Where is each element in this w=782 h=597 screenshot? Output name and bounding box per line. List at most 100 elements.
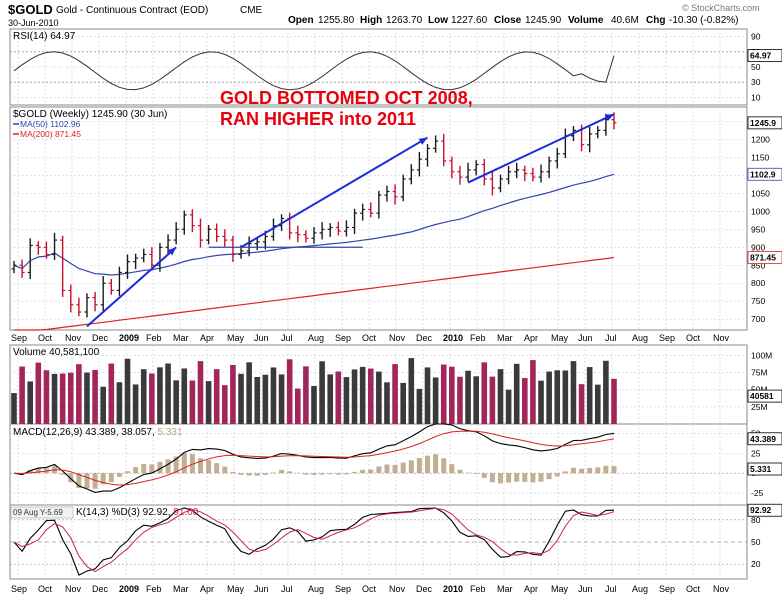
macd-hist-22 [189, 453, 195, 474]
x-tick-bottom-12: Sep [335, 584, 351, 594]
x-tick-bottom-23: Aug [632, 584, 648, 594]
macd-hist-2 [27, 470, 33, 474]
volume-bar-54 [449, 366, 455, 424]
sto-tick-1: 50 [751, 537, 761, 547]
macd-hist-62 [514, 473, 520, 482]
x-tick-bottom-7: Apr [200, 584, 214, 594]
x-tick-bottom-19: Apr [524, 584, 538, 594]
macd-hist-16 [141, 463, 147, 474]
volume-bar-49 [408, 358, 415, 424]
macd-hist-28 [238, 473, 244, 475]
vol-tick-3: 25M [751, 402, 768, 412]
macd-hist-29 [246, 473, 252, 476]
x-tick-top-8: May [227, 333, 245, 343]
macd-hist-67 [554, 473, 560, 477]
sto-tick-0: 80 [751, 515, 761, 525]
sto-date-overlay: 09 Aug Y-5.69 [13, 508, 63, 517]
volume-bar-10 [92, 369, 98, 424]
macd-hist-30 [254, 473, 260, 476]
macd-hist-64 [530, 473, 536, 483]
header-high-label: High [360, 15, 382, 26]
volume-bar-18 [157, 367, 163, 424]
macd-hist-43 [360, 469, 366, 474]
macd-hist-15 [133, 467, 139, 474]
price-tick-2: 1150 [751, 152, 770, 162]
macd-hist-6 [60, 473, 66, 475]
vol-tag: 40581 [750, 391, 774, 401]
rsi-tag: 64.97 [750, 51, 772, 61]
sto-tag-box [747, 503, 782, 517]
x-tick-bottom-13: Oct [362, 584, 377, 594]
rsi-tick-0: 90 [751, 32, 761, 42]
price-tick-5: 1000 [751, 206, 770, 216]
macd-hist-44 [368, 469, 374, 474]
macd-hist-56 [465, 472, 471, 474]
macd-hist-25 [214, 463, 220, 474]
x-tick-top-4: 2009 [119, 333, 139, 343]
macd-tick-1: 25 [751, 448, 761, 458]
rsi-tick-2: 50 [751, 62, 761, 72]
x-tick-bottom-25: Oct [686, 584, 701, 594]
macd-hist-47 [392, 464, 398, 474]
x-tick-top-10: Jul [281, 333, 293, 343]
volume-bar-16 [140, 369, 147, 424]
x-tick-top-20: May [551, 333, 569, 343]
volume-bar-74 [611, 378, 617, 424]
volume-bar-57 [473, 376, 479, 424]
x-tick-top-7: Apr [200, 333, 214, 343]
macd-hist-74 [611, 466, 617, 474]
header-name: Gold - Continuous Contract (EOD) [56, 5, 208, 16]
sto-label: K(14,3) %D(3) 92.92, 91.00 [76, 507, 199, 518]
rsi-tick-4: 10 [751, 92, 761, 102]
macd-hist-41 [343, 473, 349, 475]
macd-hist-9 [84, 473, 90, 489]
ma50-line [13, 173, 615, 276]
macd-hist-36 [303, 473, 309, 475]
volume-bar-38 [319, 361, 325, 424]
macd-hist-66 [546, 473, 552, 480]
macd-tagbox-0 [747, 432, 782, 446]
x-tick-top-2: Nov [65, 333, 82, 343]
volume-bar-67 [554, 370, 561, 424]
volume-bar-14 [124, 358, 131, 424]
x-tick-bottom-26: Nov [713, 584, 730, 594]
vol-tick-2: 50M [751, 385, 768, 395]
trend-arrow-2-head [418, 137, 428, 145]
x-tick-bottom-17: Feb [470, 584, 486, 594]
macd-hist-39 [327, 473, 333, 475]
volume-bar-20 [173, 380, 179, 424]
macd-hist-51 [425, 455, 431, 474]
volume-bar-66 [546, 371, 552, 424]
macd-hist-19 [165, 459, 171, 474]
price-last-tag-box [747, 116, 782, 130]
macd-hist-18 [157, 461, 163, 474]
volume-bar-8 [76, 364, 82, 424]
macd-label: MACD(12,26,9) 43.389, 38.057, 5.331 [13, 427, 183, 438]
header-low-label: Low [428, 15, 448, 26]
macd-hist-8 [76, 473, 82, 489]
macd-hist-23 [197, 458, 203, 474]
rsi-tick-3: 30 [751, 77, 761, 87]
volume-bar-56 [465, 370, 471, 424]
macd-label-hist: 5.331 [158, 427, 183, 438]
price-tick-4: 1050 [751, 188, 770, 198]
volume-bar-33 [278, 374, 285, 424]
x-tick-top-19: Apr [524, 333, 538, 343]
header-volume-label: Volume [568, 15, 604, 26]
ma200-legend: MA(200) 871.45 [20, 129, 81, 139]
volume-bar-53 [440, 364, 447, 424]
macd-hist-58 [481, 473, 487, 478]
volume-bar-65 [538, 380, 544, 424]
macd-hist-60 [497, 473, 503, 484]
macd-hist-20 [173, 456, 179, 474]
trend-arrow-3-head [605, 114, 614, 121]
x-tick-top-21: Jun [578, 333, 593, 343]
macd-hist-72 [595, 467, 601, 474]
price-tick-7: 900 [751, 242, 765, 252]
macd-hist-7 [68, 473, 74, 483]
vol-tag-box [747, 389, 782, 403]
volume-bar-73 [603, 360, 609, 424]
macd-panel [9, 423, 748, 506]
vol-tick-1: 75M [751, 367, 768, 377]
volume-bar-55 [457, 376, 463, 424]
